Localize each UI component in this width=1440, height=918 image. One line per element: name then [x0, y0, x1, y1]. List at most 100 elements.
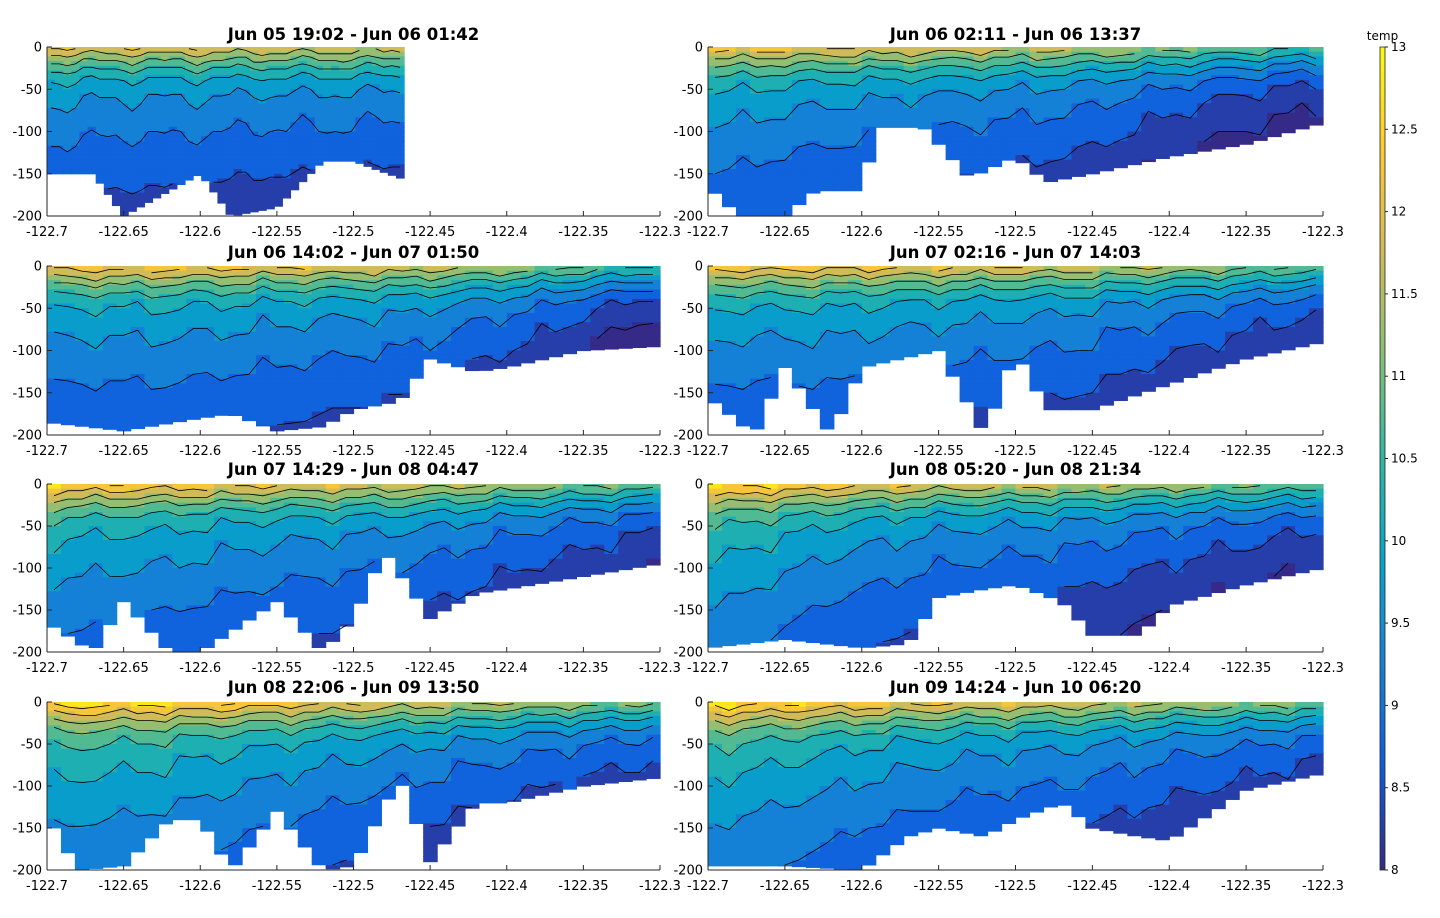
contour-cell — [1211, 103, 1226, 109]
contour-cell — [1057, 65, 1073, 72]
contour-cell — [160, 187, 170, 194]
contour-cell — [241, 126, 251, 133]
contour-cell — [395, 56, 405, 62]
contour-cell — [144, 369, 160, 375]
contour-cell — [311, 322, 327, 328]
contour-cell — [325, 402, 341, 408]
contour-cell — [735, 322, 751, 328]
contour-cell — [735, 388, 751, 394]
contour-cell — [409, 284, 424, 291]
contour-line — [714, 60, 1317, 129]
contour-cell — [128, 140, 137, 147]
contour-cell — [1183, 289, 1198, 295]
contour-cell — [209, 131, 219, 137]
contour-cell — [363, 112, 373, 119]
contour-cell — [506, 275, 522, 281]
contour-cell — [437, 341, 452, 347]
contour-cell — [283, 270, 299, 276]
contour-cell — [290, 131, 300, 137]
contour-cell — [833, 397, 849, 403]
contour-cell — [331, 56, 340, 62]
contour-cell — [791, 136, 807, 142]
contour-cell — [314, 103, 324, 109]
contour-cell — [186, 308, 201, 314]
contour-cell — [63, 117, 72, 123]
contour-cell — [214, 392, 229, 399]
contour-cell — [1071, 373, 1086, 380]
contour-cell — [325, 284, 341, 291]
contour-cell — [945, 331, 961, 338]
contour-cell — [111, 103, 121, 109]
contour-cell — [1155, 131, 1170, 137]
contour-cell — [1127, 93, 1142, 100]
contour-cell — [735, 169, 751, 175]
contour-cell — [1099, 103, 1114, 109]
contour-cell — [1183, 70, 1198, 76]
contour-cell — [160, 169, 170, 175]
contour-cell — [721, 406, 737, 413]
contour-cell — [347, 117, 356, 123]
contour-cell — [257, 187, 267, 194]
contour-cell — [987, 397, 1003, 403]
contour-cell — [87, 140, 97, 147]
contour-cell — [1029, 150, 1045, 156]
contour-cell — [646, 308, 661, 314]
contour-cell — [1211, 322, 1226, 328]
contour-cell — [819, 388, 835, 394]
contour-cell — [88, 397, 104, 403]
contour-cell — [217, 169, 227, 175]
contour-cell — [1085, 392, 1100, 399]
contour-cell — [889, 65, 905, 72]
contour-cell — [136, 197, 145, 203]
contour-cell — [973, 388, 989, 394]
contour-cell — [111, 201, 121, 207]
contour-cell — [833, 75, 849, 81]
contour-cell — [144, 79, 154, 86]
contour-cell — [1281, 308, 1296, 314]
contour-cell — [74, 392, 90, 399]
contour-cell — [136, 70, 145, 76]
contour-cell — [777, 159, 793, 165]
contour-cell — [102, 378, 118, 384]
contour-cell — [233, 150, 243, 156]
contour-cell — [242, 275, 257, 281]
contour-cell — [763, 197, 779, 203]
contour-cell — [1127, 150, 1142, 156]
contour-cell — [708, 192, 723, 194]
contour-cell — [74, 359, 90, 366]
temperature-field — [47, 266, 661, 432]
contour-cell — [478, 364, 494, 370]
contour-cell — [1015, 75, 1031, 81]
contour-cell — [423, 350, 438, 356]
contour-cell — [708, 159, 723, 165]
contour-cell — [184, 154, 194, 161]
contour-cell — [225, 192, 235, 198]
contour-cell — [973, 294, 989, 300]
contour-cell — [298, 169, 308, 175]
contour-cell — [987, 56, 1003, 62]
contour-cell — [311, 266, 327, 272]
contour-cell — [506, 345, 522, 352]
contour-cell — [1197, 93, 1212, 100]
contour-cell — [1239, 140, 1254, 145]
contour-cell — [55, 164, 64, 170]
contour-cell — [791, 197, 807, 203]
contour-cell — [353, 312, 369, 319]
contour-cell — [478, 336, 494, 342]
contour-cell — [959, 373, 975, 380]
contour-cell — [1183, 112, 1198, 119]
contour-cell — [721, 140, 737, 147]
contour-cell — [763, 355, 779, 361]
contour-cell — [347, 159, 356, 162]
contour-cell — [791, 89, 807, 95]
contour-cell — [987, 122, 1003, 128]
y-tick-label: -100 — [673, 125, 703, 140]
contour-cell — [777, 173, 793, 180]
contour-cell — [184, 159, 194, 165]
contour-cell — [1267, 136, 1282, 138]
contour-cell — [437, 266, 452, 272]
contour-cell — [176, 70, 186, 76]
contour-cell — [903, 84, 919, 90]
contour-cell — [200, 364, 215, 370]
contour-cell — [367, 345, 382, 352]
